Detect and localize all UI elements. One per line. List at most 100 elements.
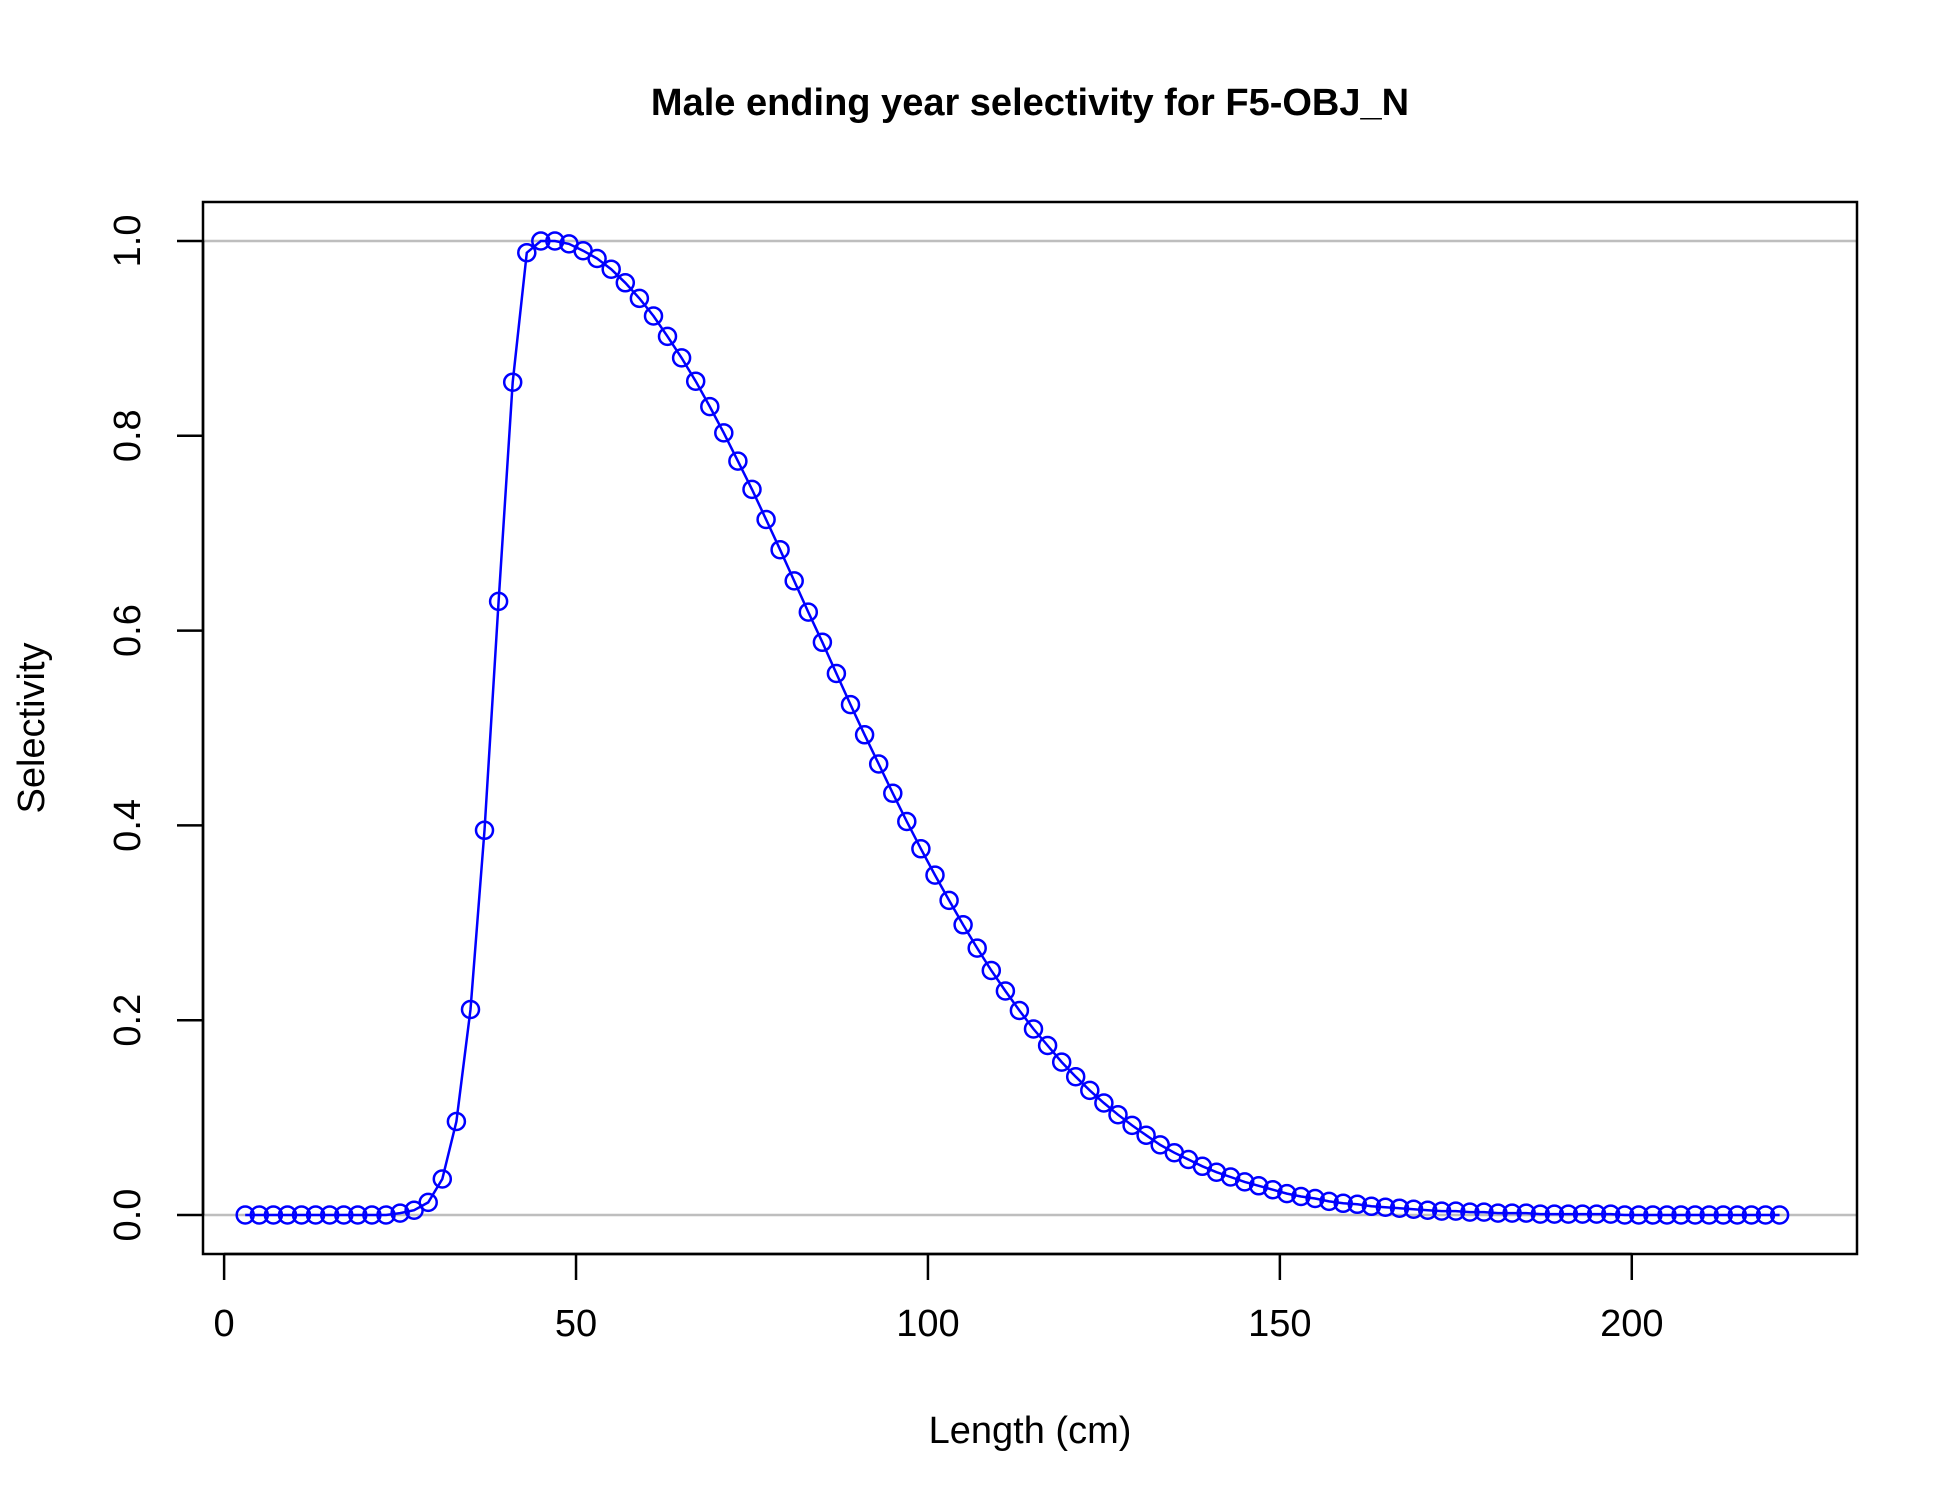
data-point: [1065, 1066, 1086, 1087]
data-point: [390, 1203, 410, 1223]
data-point: [868, 754, 889, 774]
data-point: [826, 663, 847, 684]
data-point: [1080, 1080, 1100, 1101]
chart-title: Male ending year selectivity for F5-OBJ_…: [651, 82, 1409, 124]
data-point: [1375, 1197, 1396, 1217]
data-point: [1446, 1201, 1466, 1221]
data-point: [784, 571, 804, 591]
data-point: [1769, 1205, 1790, 1225]
data-point: [1122, 1115, 1142, 1136]
data-point: [1417, 1200, 1438, 1220]
data-point: [1671, 1205, 1691, 1225]
data-point: [925, 865, 945, 885]
data-point: [911, 839, 931, 859]
y-tick-label: 1.0: [107, 215, 149, 268]
x-tick-label: 100: [896, 1303, 959, 1345]
data-point: [1699, 1205, 1719, 1225]
data-point: [643, 306, 664, 326]
data-point: [601, 259, 621, 279]
data-point: [587, 248, 607, 269]
data-point: [1248, 1176, 1269, 1196]
x-axis-label: Length (cm): [929, 1410, 1132, 1452]
data-point: [263, 1205, 284, 1225]
data-point: [1502, 1203, 1522, 1223]
data-point: [883, 783, 903, 804]
data-point: [770, 539, 790, 560]
data-point: [1037, 1035, 1058, 1056]
data-point: [1643, 1205, 1663, 1225]
data-point: [1530, 1204, 1551, 1224]
data-point: [685, 371, 706, 391]
data-point: [1713, 1205, 1734, 1225]
data-point: [1558, 1204, 1579, 1224]
x-tick-label: 150: [1248, 1303, 1311, 1345]
data-point: [446, 1111, 467, 1132]
data-point: [671, 348, 692, 368]
x-tick-label: 200: [1600, 1303, 1663, 1345]
data-point: [1009, 1000, 1030, 1021]
data-point: [1544, 1204, 1565, 1224]
data-point: [700, 396, 720, 417]
data-point: [517, 242, 537, 263]
data-point: [1488, 1203, 1508, 1223]
data-point: [1741, 1205, 1762, 1225]
data-point: [1431, 1201, 1452, 1221]
data-point: [1516, 1203, 1536, 1223]
data-point: [502, 372, 523, 392]
data-point: [1319, 1191, 1339, 1212]
data-point: [756, 509, 776, 530]
data-point: [376, 1205, 396, 1225]
data-point: [1460, 1202, 1480, 1222]
data-point: [728, 451, 748, 471]
data-point: [1361, 1196, 1382, 1217]
data-point: [657, 326, 678, 347]
data-point: [1727, 1205, 1748, 1225]
data-point: [1572, 1204, 1593, 1224]
data-point: [277, 1205, 298, 1225]
data-point: [615, 273, 636, 293]
y-tick-label: 0.4: [107, 799, 149, 852]
data-point: [1291, 1186, 1311, 1207]
data-point: [474, 820, 495, 841]
data-point: [939, 890, 959, 911]
data-point: [1629, 1205, 1649, 1225]
data-point: [305, 1205, 326, 1225]
data-point: [629, 288, 650, 309]
y-tick-label: 0.8: [107, 409, 149, 462]
data-point: [334, 1205, 354, 1225]
data-point: [967, 938, 987, 958]
data-point: [897, 811, 917, 832]
data-point: [798, 602, 819, 622]
data-point: [812, 632, 833, 653]
data-point: [840, 694, 861, 715]
y-axis-label: Selectivity: [11, 642, 53, 813]
data-point: [714, 423, 734, 443]
data-point: [291, 1205, 312, 1225]
data-point: [1305, 1188, 1325, 1209]
data-point: [235, 1205, 255, 1225]
data-point: [742, 479, 762, 500]
data-point: [1108, 1104, 1128, 1125]
data-point: [1023, 1019, 1044, 1039]
data-point: [545, 231, 565, 251]
data-point: [854, 725, 875, 745]
data-point: [981, 960, 1002, 981]
y-tick-label: 0.2: [107, 994, 149, 1047]
data-point: [418, 1192, 438, 1213]
data-point: [432, 1169, 453, 1189]
data-point: [995, 981, 1016, 1001]
data-point: [1277, 1183, 1297, 1204]
data-point: [1263, 1179, 1283, 1200]
data-point: [348, 1205, 368, 1225]
data-point: [249, 1205, 270, 1225]
data-point: [1474, 1202, 1494, 1222]
y-axis: 0.0 0.2 0.4 0.6 0.8 1.0: [107, 215, 205, 1241]
data-point: [1614, 1205, 1635, 1225]
data-point: [1389, 1198, 1410, 1218]
selectivity-series: [235, 231, 1790, 1225]
data-point: [488, 591, 509, 612]
data-point: [1657, 1205, 1677, 1225]
data-point: [1136, 1125, 1156, 1145]
